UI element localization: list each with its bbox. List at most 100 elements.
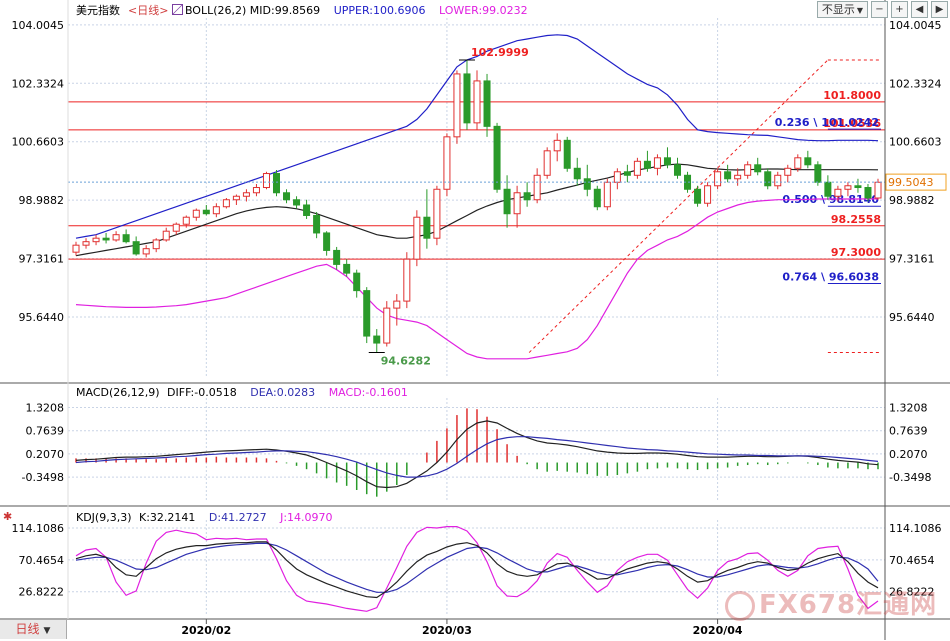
candle-down [564,140,570,168]
candle-up [173,224,179,231]
candle-up [73,245,79,252]
period-tab[interactable]: 日线▼ [0,620,67,639]
price-y-tick-right: 95.6440 [889,311,935,324]
macd-y-tick-left: 0.2070 [26,448,65,461]
kdj-d-value: D:41.2727 [209,511,267,524]
candle-down [344,264,350,273]
candle-down [304,205,310,215]
price-y-tick-right: 97.3161 [889,253,935,266]
candle-up [113,235,119,240]
candle-down [695,189,701,203]
price-level-label: 98.2558 [831,213,881,226]
minus-icon[interactable]: − [871,1,888,18]
kdj-title: KDJ(9,3,3) [76,511,132,524]
symbol-name: 美元指数 [76,4,120,17]
candle-up [93,238,99,241]
candle-down [324,233,330,250]
candle-down [624,172,630,175]
kdj-k-value: K:32.2141 [139,511,195,524]
candle-up [544,151,550,175]
candle-up [705,186,711,203]
price-level-label: 101.8000 [823,89,881,102]
candle-up [243,193,249,196]
arrow-left-icon[interactable]: ◀ [911,1,928,18]
candle-up [614,172,620,182]
candle-up [223,200,229,207]
candle-up [233,196,239,199]
candle-up [514,193,520,214]
macd-macd-value: MACD:-0.1601 [329,386,408,399]
candle-up [253,188,259,193]
candle-up [835,189,841,196]
candle-down [725,172,731,179]
candle-up [454,74,460,137]
price-y-tick-left: 102.3324 [12,77,65,90]
candle-up [735,175,741,178]
candle-up [554,140,560,150]
candle-down [755,165,761,172]
macd-diff-value: DIFF:-0.0518 [167,386,237,399]
candle-down [865,188,871,198]
candle-up [715,172,721,186]
current-price-label: 99.5043 [888,176,934,189]
macd-legend: MACD(26,12,9) DIFF:-0.0518 DEA:0.0283 MA… [76,386,418,399]
kdj-y-tick-left: 114.1086 [12,522,65,535]
candle-up [845,186,851,189]
candle-down [674,165,680,175]
candle-up [394,301,400,308]
candle-down [354,273,360,290]
candle-up [474,81,480,123]
candle-down [334,250,340,264]
period-indicator[interactable]: <日线> [128,4,168,17]
plus-icon[interactable]: + [891,1,908,18]
macd-y-tick-right: -0.3498 [889,471,931,484]
arrow-right-icon[interactable]: ▶ [931,1,948,18]
macd-series [76,408,878,496]
candle-down [284,193,290,200]
candle-down [524,193,530,200]
settings-icon[interactable]: ✱ [3,510,12,523]
candle-down [314,215,320,232]
boll-indicator-icon[interactable] [172,4,183,15]
candle-down [123,235,129,242]
candle-up [654,158,660,168]
candle-down [574,168,580,178]
fib-level-label: 0.236 \ 101.0242 [775,116,879,129]
candle-up [434,189,440,238]
macd-y-tick-right: 0.7639 [889,425,928,438]
watermark-logo: FX678汇通网 [725,584,937,621]
candle-up [534,175,540,199]
kdj-j-value: J:14.0970 [280,511,332,524]
candle-up [83,242,89,245]
toolbar: 不显示▼ − + ◀ ▶ [817,1,948,18]
candle-up [163,231,169,240]
period-tab-label: 日线 [16,622,40,636]
candle-up [634,161,640,175]
kdj-legend: KDJ(9,3,3) K:32.2141 D:41.2727 J:14.0970 [76,511,343,524]
candle-up [875,182,881,198]
hide-dropdown[interactable]: 不显示▼ [817,1,868,18]
price-y-tick-left: 95.6440 [19,311,65,324]
boll-mid-value: MID:99.8569 [250,4,320,17]
macd-y-tick-left: -0.3498 [22,471,64,484]
kdj-y-tick-right: 70.4654 [889,554,935,567]
candle-down [294,200,300,205]
watermark-logo-icon [725,591,755,621]
candle-down [664,158,670,165]
price-y-tick-right: 100.6603 [889,136,942,149]
candle-down [765,172,771,186]
price-y-tick-right: 98.9882 [889,194,935,207]
candle-up [153,240,159,249]
price-y-tick-left: 100.6603 [12,136,65,149]
boll-upper-line [76,35,878,238]
candle-down [103,238,109,240]
candle-up [183,217,189,224]
candle-down [584,179,590,189]
boll-title: BOLL(26,2) [185,4,246,17]
candle-down [494,126,500,189]
